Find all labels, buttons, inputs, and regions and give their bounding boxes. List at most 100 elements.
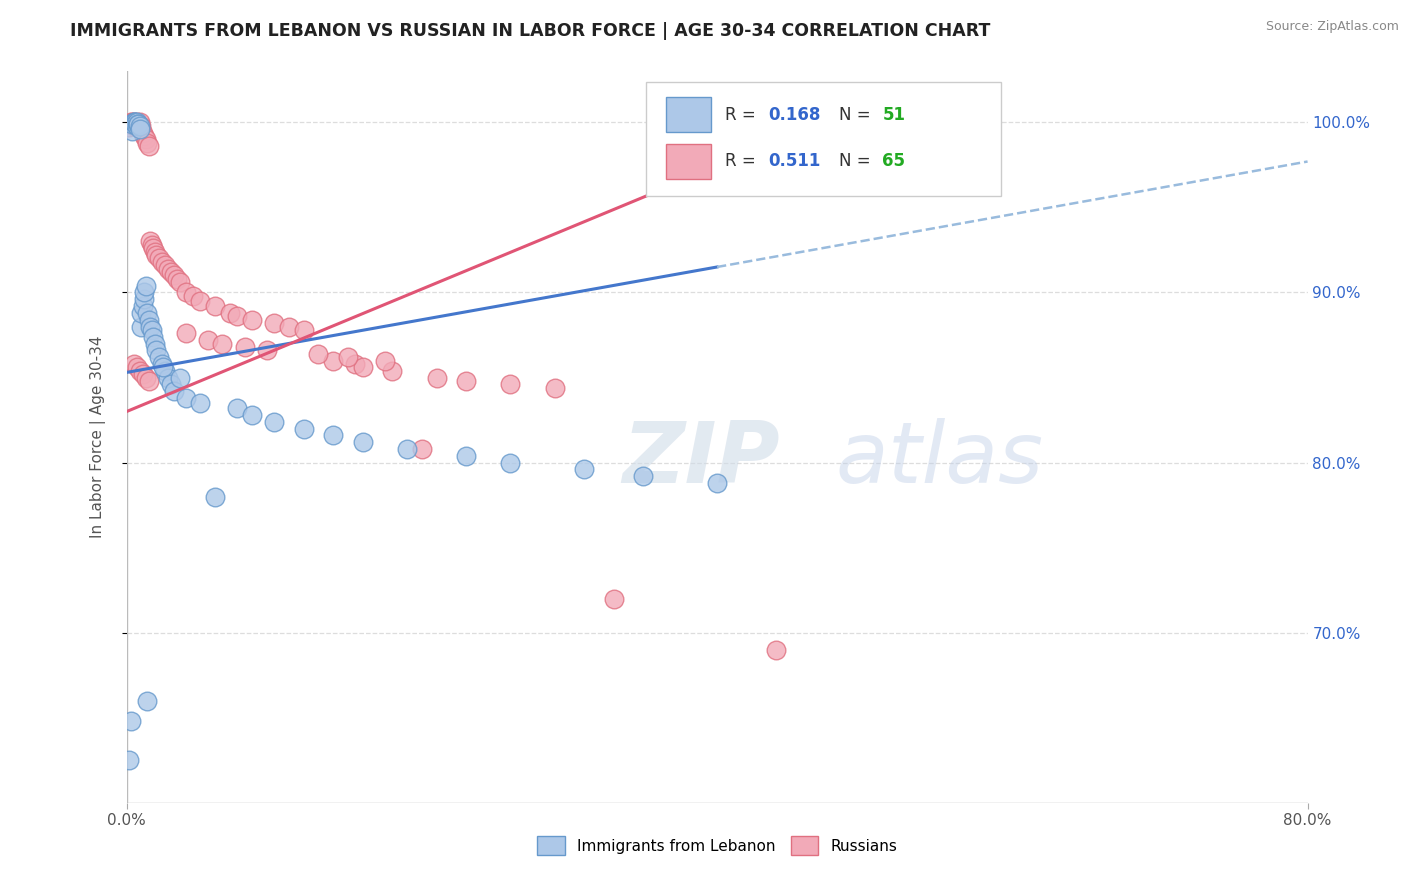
Text: N =: N = <box>839 105 876 123</box>
Point <box>374 353 396 368</box>
Text: Source: ZipAtlas.com: Source: ZipAtlas.com <box>1265 20 1399 33</box>
Point <box>128 115 150 129</box>
Point <box>765 642 787 657</box>
Point <box>169 275 191 289</box>
Point <box>233 340 256 354</box>
Point <box>454 374 477 388</box>
Point <box>226 401 249 416</box>
Point <box>138 312 160 326</box>
Point <box>120 714 142 728</box>
Text: R =: R = <box>725 105 761 123</box>
Point <box>396 442 419 456</box>
Point <box>219 306 242 320</box>
Point <box>136 136 159 150</box>
Point <box>134 285 156 300</box>
Point <box>174 391 197 405</box>
Point <box>134 128 156 143</box>
Point <box>129 306 153 320</box>
Point <box>125 115 148 129</box>
Point <box>145 248 167 262</box>
Point <box>240 408 263 422</box>
Point <box>148 350 170 364</box>
Point <box>127 119 149 133</box>
Point <box>141 323 163 337</box>
Point <box>128 119 150 133</box>
Point <box>120 115 142 129</box>
Point <box>122 119 145 133</box>
Text: R =: R = <box>725 153 761 170</box>
Point <box>322 428 344 442</box>
Point <box>142 329 165 343</box>
Text: 0.511: 0.511 <box>768 153 820 170</box>
Point <box>134 293 156 307</box>
Point <box>135 370 157 384</box>
Point <box>159 377 183 392</box>
Point <box>352 360 374 375</box>
Point <box>574 462 596 476</box>
Point <box>256 343 278 358</box>
Text: IMMIGRANTS FROM LEBANON VS RUSSIAN IN LABOR FORCE | AGE 30-34 CORRELATION CHART: IMMIGRANTS FROM LEBANON VS RUSSIAN IN LA… <box>70 22 991 40</box>
Point <box>139 319 162 334</box>
Point <box>129 319 153 334</box>
Point <box>322 353 344 368</box>
Point <box>127 117 149 131</box>
Bar <box>666 144 711 179</box>
Point <box>132 367 155 381</box>
Point <box>159 265 183 279</box>
Point <box>499 456 522 470</box>
Text: N =: N = <box>839 153 876 170</box>
Point <box>121 115 143 129</box>
Point <box>128 122 150 136</box>
Point <box>150 255 173 269</box>
Point <box>136 694 159 708</box>
Point <box>143 336 166 351</box>
Point <box>156 261 179 276</box>
Point <box>603 591 626 606</box>
Point <box>122 115 145 129</box>
Text: atlas: atlas <box>835 417 1043 500</box>
Point <box>118 120 141 135</box>
Point <box>141 238 163 252</box>
Point <box>188 396 211 410</box>
Legend: Immigrants from Lebanon, Russians: Immigrants from Lebanon, Russians <box>531 830 903 861</box>
Point <box>263 316 285 330</box>
Point <box>125 119 148 133</box>
Point <box>148 252 170 266</box>
Point <box>169 370 191 384</box>
Y-axis label: In Labor Force | Age 30-34: In Labor Force | Age 30-34 <box>90 335 105 539</box>
Point <box>352 435 374 450</box>
Point <box>125 360 148 375</box>
Point <box>425 370 447 384</box>
Point <box>127 117 149 131</box>
Point <box>153 258 176 272</box>
Point <box>337 350 360 364</box>
Point <box>121 124 143 138</box>
Point <box>138 374 160 388</box>
Point <box>153 364 176 378</box>
Point <box>278 319 301 334</box>
Point <box>292 323 315 337</box>
Point <box>174 285 197 300</box>
Point <box>204 490 226 504</box>
Point <box>127 117 149 131</box>
Point <box>181 289 204 303</box>
Text: 0.168: 0.168 <box>768 105 820 123</box>
Bar <box>666 97 711 132</box>
Point <box>163 384 186 399</box>
Point <box>150 357 173 371</box>
Point <box>118 753 141 767</box>
Point <box>211 336 233 351</box>
Point <box>706 475 728 490</box>
Text: ZIP: ZIP <box>623 417 780 500</box>
Point <box>122 115 145 129</box>
Point <box>138 139 160 153</box>
Point <box>145 343 167 358</box>
Point <box>129 119 153 133</box>
Point <box>135 132 157 146</box>
Point <box>129 122 153 136</box>
Point <box>143 244 166 259</box>
Point <box>543 381 565 395</box>
Point <box>124 117 146 131</box>
Point <box>136 306 159 320</box>
Point <box>156 370 179 384</box>
